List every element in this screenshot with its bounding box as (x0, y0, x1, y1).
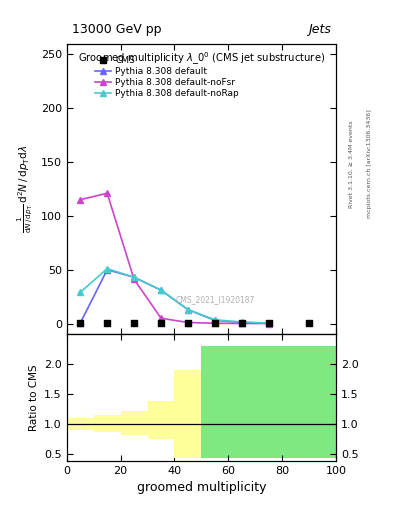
Pythia 8.308 default-noFsr (239, 321, 244, 327)
Pythia 8.308 default (105, 267, 110, 273)
CMS (77, 319, 83, 327)
Pythia 8.308 default-noRap (132, 274, 136, 281)
Pythia 8.308 default-noFsr (213, 320, 217, 326)
Pythia 8.308 default-noRap (159, 287, 163, 293)
X-axis label: groomed multiplicity: groomed multiplicity (137, 481, 266, 494)
Line: Pythia 8.308 default: Pythia 8.308 default (77, 266, 272, 327)
Legend: CMS, Pythia 8.308 default, Pythia 8.308 default-noFsr, Pythia 8.308 default-noRa: CMS, Pythia 8.308 default, Pythia 8.308 … (93, 54, 241, 100)
Pythia 8.308 default-noFsr (78, 197, 83, 203)
Text: 13000 GeV pp: 13000 GeV pp (72, 23, 162, 36)
Pythia 8.308 default-noFsr (132, 276, 136, 283)
Y-axis label: $\frac{1}{\mathrm{d}N\,/\,\mathrm{d}p_\mathrm{T}}\,\mathrm{d}^2N\,/\,\mathrm{d}p: $\frac{1}{\mathrm{d}N\,/\,\mathrm{d}p_\m… (16, 145, 35, 233)
Pythia 8.308 default (239, 319, 244, 326)
Pythia 8.308 default-noFsr (105, 190, 110, 196)
CMS (104, 319, 110, 327)
Text: Groomed multiplicity $\lambda\_0^0$ (CMS jet substructure): Groomed multiplicity $\lambda\_0^0$ (CMS… (78, 51, 325, 68)
Pythia 8.308 default-noRap (185, 307, 190, 313)
Pythia 8.308 default (78, 320, 83, 326)
Pythia 8.308 default (213, 317, 217, 324)
CMS (266, 319, 272, 327)
CMS (185, 319, 191, 327)
Pythia 8.308 default-noRap (78, 289, 83, 295)
Pythia 8.308 default-noFsr (185, 319, 190, 326)
Pythia 8.308 default-noRap (105, 266, 110, 272)
CMS (239, 319, 245, 327)
Text: mcplots.cern.ch [arXiv:1306.3436]: mcplots.cern.ch [arXiv:1306.3436] (367, 110, 372, 218)
Pythia 8.308 default (266, 320, 271, 326)
Pythia 8.308 default-noFsr (266, 321, 271, 327)
CMS (212, 319, 218, 327)
Pythia 8.308 default (159, 287, 163, 293)
Pythia 8.308 default (185, 307, 190, 313)
Line: Pythia 8.308 default-noFsr: Pythia 8.308 default-noFsr (77, 190, 272, 327)
Pythia 8.308 default-noRap (239, 319, 244, 325)
CMS (131, 319, 137, 327)
Pythia 8.308 default-noRap (213, 317, 217, 323)
Line: Pythia 8.308 default-noRap: Pythia 8.308 default-noRap (77, 265, 272, 327)
Text: Rivet 3.1.10, ≥ 3.4M events: Rivet 3.1.10, ≥ 3.4M events (349, 120, 354, 208)
CMS (158, 319, 164, 327)
Y-axis label: Ratio to CMS: Ratio to CMS (29, 364, 39, 431)
Pythia 8.308 default-noFsr (159, 315, 163, 321)
CMS (306, 319, 312, 327)
Text: CMS_2021_I1920187: CMS_2021_I1920187 (175, 295, 255, 304)
Pythia 8.308 default (132, 274, 136, 281)
Text: Jets: Jets (308, 23, 331, 36)
Pythia 8.308 default-noRap (266, 320, 271, 326)
